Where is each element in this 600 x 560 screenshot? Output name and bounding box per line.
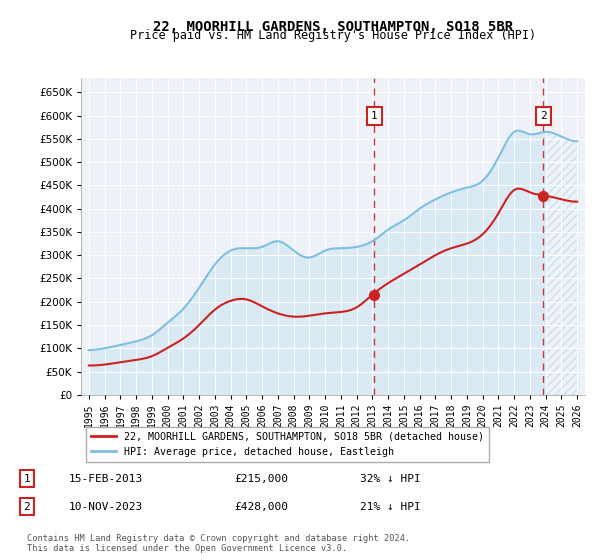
Legend: 22, MOORHILL GARDENS, SOUTHAMPTON, SO18 5BR (detached house), HPI: Average price: 22, MOORHILL GARDENS, SOUTHAMPTON, SO18 … (86, 427, 489, 461)
Text: 15-FEB-2013: 15-FEB-2013 (69, 474, 143, 484)
Text: £215,000: £215,000 (234, 474, 288, 484)
Text: Contains HM Land Registry data © Crown copyright and database right 2024.
This d: Contains HM Land Registry data © Crown c… (27, 534, 410, 553)
Text: Price paid vs. HM Land Registry's House Price Index (HPI): Price paid vs. HM Land Registry's House … (130, 29, 536, 42)
Text: 1: 1 (23, 474, 31, 484)
Text: 21% ↓ HPI: 21% ↓ HPI (360, 502, 421, 512)
Text: 2: 2 (23, 502, 31, 512)
Text: 10-NOV-2023: 10-NOV-2023 (69, 502, 143, 512)
Text: 22, MOORHILL GARDENS, SOUTHAMPTON, SO18 5BR: 22, MOORHILL GARDENS, SOUTHAMPTON, SO18 … (153, 20, 513, 34)
Text: 32% ↓ HPI: 32% ↓ HPI (360, 474, 421, 484)
Text: 1: 1 (371, 111, 377, 122)
Text: £428,000: £428,000 (234, 502, 288, 512)
Text: 2: 2 (540, 111, 547, 122)
